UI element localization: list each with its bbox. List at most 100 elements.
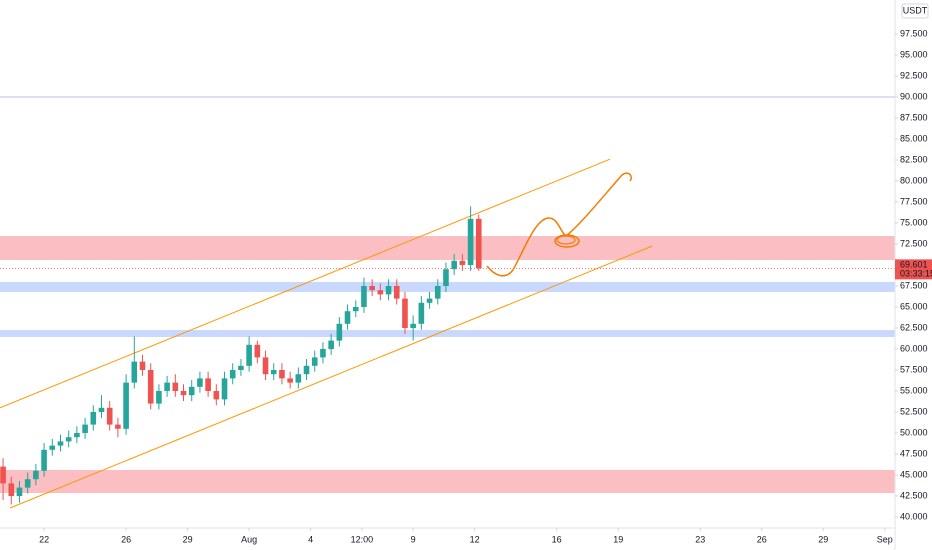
x-tick-label: 26 <box>757 534 767 544</box>
candle-body <box>467 218 474 266</box>
candle-body <box>279 370 285 379</box>
candle-body <box>16 487 23 496</box>
candle-body <box>295 374 302 383</box>
y-tick-label: 95.000 <box>900 49 928 59</box>
y-tick-label: 80.000 <box>900 175 928 185</box>
freehand-circle <box>556 235 576 245</box>
candle-body <box>221 378 228 400</box>
candle-body <box>188 386 195 396</box>
candle-body <box>459 260 466 266</box>
x-tick-label: 29 <box>183 534 193 544</box>
candle-body <box>451 260 457 270</box>
y-tick-label: 45.000 <box>900 469 928 479</box>
x-tick-label: 16 <box>552 534 562 544</box>
candle-body <box>74 433 80 438</box>
currency-box <box>901 3 929 19</box>
candle-body <box>377 290 384 295</box>
x-tick-label: 19 <box>613 534 623 544</box>
channel-line <box>0 158 611 409</box>
candle-body <box>115 424 121 429</box>
x-tick-label: 26 <box>121 534 131 544</box>
candle-body <box>139 361 146 371</box>
candle-body <box>402 298 408 329</box>
y-tick-label: 82.500 <box>900 154 928 164</box>
y-tick-label: 42.500 <box>900 490 928 500</box>
candle-body <box>90 412 97 425</box>
candle-body <box>336 323 343 341</box>
candle-body <box>8 483 15 496</box>
candle-body <box>205 378 211 392</box>
price-zone <box>0 281 895 292</box>
y-tick-label: 57.500 <box>900 364 928 374</box>
x-tick-label: 12:00 <box>351 534 374 544</box>
candle-body <box>475 218 482 269</box>
candle-body <box>344 311 351 324</box>
candle-body <box>0 466 6 484</box>
candle-body <box>82 424 88 434</box>
candle-body <box>361 286 367 308</box>
y-tick-label: 50.000 <box>900 427 928 437</box>
last-price-label: 69.601 <box>900 260 928 270</box>
y-tick-label: 55.000 <box>900 385 928 395</box>
candle-body <box>65 437 72 442</box>
y-tick-label: 77.500 <box>900 196 928 206</box>
candle-body <box>418 302 425 324</box>
currency-label: USDT <box>903 5 928 15</box>
candle-body <box>393 286 400 299</box>
freehand-path <box>486 172 633 277</box>
candle-body <box>180 391 187 396</box>
x-tick-label: Aug <box>241 534 257 544</box>
candle-body <box>156 391 162 404</box>
y-tick-label: 47.500 <box>900 448 928 458</box>
x-tick-label: 12 <box>470 534 480 544</box>
x-tick-label: 23 <box>695 534 705 544</box>
candle-body <box>41 449 47 471</box>
candle-body <box>311 357 318 366</box>
candle-body <box>303 365 310 375</box>
candle-body <box>238 365 244 371</box>
candle-body <box>197 378 203 387</box>
y-tick-label: 90.000 <box>900 91 928 101</box>
x-tick-label: Sep <box>877 534 893 544</box>
x-tick-label: 29 <box>818 534 828 544</box>
candle-body <box>172 382 179 392</box>
candle-body <box>287 378 293 383</box>
candle-body <box>33 470 39 480</box>
candle-body <box>262 357 269 375</box>
candle-body <box>164 382 170 392</box>
channel-line <box>9 245 653 509</box>
price-zone <box>0 236 895 260</box>
candle-body <box>270 370 277 375</box>
candle-body <box>106 407 113 425</box>
x-tick-label: 9 <box>411 534 416 544</box>
candle-body <box>410 323 416 329</box>
candle-body <box>229 370 236 379</box>
candle-body <box>24 479 31 488</box>
y-tick-label: 67.500 <box>900 280 928 290</box>
candle-body <box>131 361 138 383</box>
candle-body <box>443 269 449 287</box>
y-tick-label: 92.500 <box>900 70 928 80</box>
y-tick-label: 72.500 <box>900 238 928 248</box>
x-tick-label: 4 <box>308 534 313 544</box>
candle-body <box>352 307 359 312</box>
countdown-label: 03:33:15 <box>900 269 932 279</box>
price-zone <box>0 469 895 493</box>
candle-body <box>57 441 64 446</box>
candle-body <box>254 344 261 358</box>
last-price-tag <box>895 259 932 280</box>
candle-body <box>434 286 441 299</box>
candle-body <box>246 344 252 366</box>
candle-body <box>213 391 220 400</box>
candle-body <box>328 340 334 350</box>
candle-body <box>123 382 129 429</box>
y-tick-label: 52.500 <box>900 406 928 416</box>
price-zone <box>0 330 895 337</box>
axes: 40.000 42.500 45.000 47.500 50.000 52.500 55.0… <box>39 28 932 544</box>
y-tick-label: 65.000 <box>900 301 928 311</box>
y-tick-label: 62.500 <box>900 322 928 332</box>
y-tick-label: 40.000 <box>900 511 928 521</box>
x-tick-label: 22 <box>39 534 49 544</box>
candle-body <box>369 286 375 291</box>
